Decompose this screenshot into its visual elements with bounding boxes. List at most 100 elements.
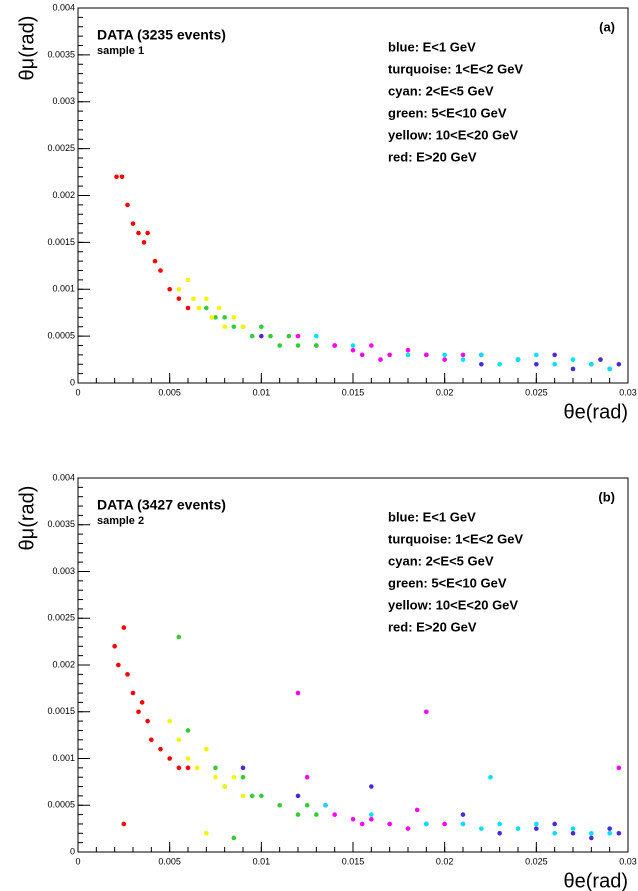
- data-point: [130, 221, 136, 226]
- data-point: [145, 230, 150, 236]
- data-point: [570, 826, 576, 831]
- data-point: [460, 357, 466, 362]
- data-point: [277, 802, 282, 808]
- data-point: [332, 343, 337, 348]
- data-point: [295, 690, 301, 696]
- data-point: [145, 718, 150, 724]
- legend-entry: green: 5<E<10 GeV: [388, 575, 507, 590]
- data-point: [424, 821, 429, 827]
- data-point: [231, 774, 237, 780]
- data-point: [295, 793, 301, 799]
- data-point: [488, 774, 493, 780]
- data-point: [479, 352, 484, 358]
- panel-label: (b): [598, 489, 615, 504]
- data-point: [213, 774, 218, 780]
- y-tick-label: 0: [70, 377, 75, 387]
- x-tick-label: 0.005: [158, 387, 181, 397]
- y-tick-label: 0.0035: [47, 519, 75, 529]
- x-tick-label: 0.025: [525, 856, 548, 866]
- data-point: [119, 174, 125, 180]
- data-point: [332, 812, 337, 817]
- y-tick-label: 0.0005: [47, 800, 75, 810]
- x-axis-label: θe(rad): [564, 401, 628, 423]
- x-tick-label: 0.02: [436, 856, 454, 866]
- data-point: [405, 826, 411, 831]
- data-point: [369, 784, 374, 789]
- data-point: [141, 240, 147, 245]
- data-point: [552, 831, 557, 836]
- data-point: [259, 324, 264, 330]
- data-point: [414, 807, 420, 813]
- y-tick-label: 0.0015: [47, 237, 75, 247]
- data-point: [616, 831, 622, 836]
- y-axis-label: θμ(rad): [16, 16, 38, 81]
- x-axis-label: θe(rad): [564, 870, 628, 891]
- data-point: [121, 821, 127, 827]
- x-tick-label: 0: [75, 856, 80, 866]
- data-point: [589, 835, 594, 841]
- data-point: [231, 315, 237, 320]
- data-point: [222, 315, 227, 320]
- data-point: [607, 831, 612, 836]
- data-point: [350, 347, 356, 353]
- data-point: [534, 361, 539, 367]
- y-tick-label: 0.002: [52, 190, 75, 200]
- data-point: [213, 765, 218, 771]
- legend-entry: cyan: 2<E<5 GeV: [388, 83, 494, 98]
- data-point: [378, 357, 383, 362]
- data-point: [204, 296, 209, 301]
- data-point: [167, 756, 172, 761]
- x-tick-label: 0.025: [525, 387, 548, 397]
- data-point: [424, 709, 429, 715]
- data-point: [442, 357, 447, 362]
- data-point: [552, 821, 557, 827]
- data-point: [176, 634, 182, 640]
- data-point: [158, 746, 163, 752]
- x-tick-label: 0.015: [342, 856, 365, 866]
- data-point: [442, 352, 447, 358]
- data-point: [295, 812, 301, 817]
- data-point: [176, 286, 182, 292]
- y-tick-label: 0.0015: [47, 706, 75, 716]
- data-point: [249, 333, 255, 339]
- data-point: [249, 793, 255, 799]
- data-point: [369, 812, 374, 817]
- data-point: [607, 366, 612, 372]
- data-point: [204, 746, 209, 752]
- chart-subtitle: sample 1: [97, 45, 144, 57]
- legend-entry: blue: E<1 GeV: [388, 509, 476, 524]
- x-tick-label: 0.01: [253, 856, 271, 866]
- data-point: [268, 333, 273, 339]
- legend-entry: red: E>20 GeV: [388, 619, 477, 634]
- data-point: [304, 774, 310, 780]
- data-point: [387, 821, 392, 827]
- legend-entry: turquoise: 1<E<2 GeV: [388, 531, 523, 546]
- data-point: [552, 352, 557, 358]
- data-point: [121, 625, 127, 630]
- legend-entry: green: 5<E<10 GeV: [388, 105, 507, 120]
- data-point: [167, 718, 172, 724]
- data-point: [222, 324, 227, 330]
- y-tick-label: 0.004: [52, 2, 75, 12]
- y-tick-label: 0.004: [52, 472, 75, 482]
- data-point: [314, 333, 319, 339]
- data-point: [616, 361, 622, 367]
- data-point: [616, 765, 622, 771]
- data-point: [534, 826, 539, 831]
- data-point: [259, 793, 264, 799]
- data-point: [158, 268, 163, 273]
- data-point: [460, 821, 466, 827]
- data-point: [515, 826, 521, 831]
- data-point: [570, 357, 576, 362]
- data-point: [196, 305, 202, 311]
- data-point: [295, 343, 301, 348]
- x-tick-label: 0.02: [436, 387, 454, 397]
- data-point: [185, 305, 191, 311]
- data-point: [295, 333, 301, 339]
- data-point: [185, 277, 191, 283]
- legend-entry: yellow: 10<E<20 GeV: [388, 127, 518, 142]
- data-point: [116, 662, 121, 668]
- data-point: [497, 361, 502, 367]
- data-point: [185, 728, 191, 733]
